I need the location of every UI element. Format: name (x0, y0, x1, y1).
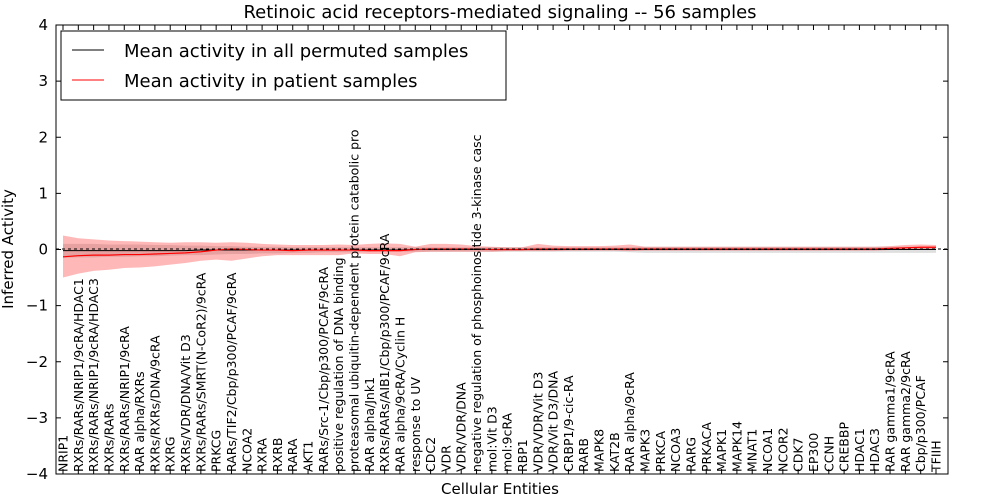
x-tick-label: MAPK3 (638, 429, 653, 472)
x-tick-label: response to UV (408, 377, 423, 472)
x-tick-label: RXRs/RXRs/DNA/9cRA (147, 335, 162, 472)
x-tick-label: RAR alpha/RXRs (132, 371, 147, 472)
x-tick-label: RARG (683, 437, 698, 472)
x-tick-label: CDK7 (791, 437, 806, 472)
x-tick-label: NRIP1 (56, 435, 71, 472)
x-tick-label: CDC2 (423, 437, 438, 472)
x-tick-label: negative regulation of phosphoinositide … (469, 134, 484, 472)
y-axis-label: Inferred Activity (0, 189, 17, 309)
x-tick-label: CCNH (821, 436, 836, 472)
x-tick-label: RAR alpha/Jnk1 (362, 377, 377, 472)
band-permuted (63, 243, 936, 258)
x-tick-label: RXRs/VDR/DNA/Vit D3 (178, 334, 193, 472)
x-tick-label: HDAC3 (867, 428, 882, 472)
x-tick-label: RXRB (270, 437, 285, 472)
chart-title: Retinoic acid receptors-mediated signali… (243, 2, 756, 23)
x-tick-label: NCOR2 (775, 427, 790, 472)
x-tick-label: MAPK8 (592, 429, 607, 472)
x-tick-label: mol:9cRA (500, 412, 515, 472)
x-tick-label: RARA (285, 438, 300, 472)
legend: Mean activity in all permuted samples Me… (60, 30, 507, 101)
legend-box (60, 30, 507, 101)
x-tick-label: KAT2B (607, 432, 622, 472)
x-tick-label: CREBBP (837, 422, 852, 472)
x-tick-label: RAR alpha/9cRA (622, 372, 637, 472)
x-tick-label: RXRs/RARs/AIB1/Cbp/p300/PCAF/9cRA (377, 233, 392, 472)
x-tick-label: RXRs/RARs/SMRT(N-CoR2)/9cRA (193, 272, 208, 472)
x-tick-label: CRBP1/9-cic-RA (561, 375, 576, 472)
x-tick-label: Cbp/p300/PCAF (913, 375, 928, 472)
x-tick-label: EP300 (806, 433, 821, 472)
x-tick-label: proteasomal ubiquitin-dependent protein … (347, 129, 362, 472)
x-tick-label: RAR gamma2/9cRA (898, 351, 913, 472)
legend-label-patient: Mean activity in patient samples (124, 71, 418, 92)
y-tick-label: 2 (38, 128, 48, 146)
x-axis-ticks: NRIP1 RXRs/RARs/NRIP1/9cRA/HDAC1 RXRs/RARs… (56, 25, 944, 474)
y-axis-ticks: 4 3 2 1 0 −1 −2 −3 −4 (26, 16, 948, 483)
x-tick-label: PRKCA (653, 431, 668, 472)
x-tick-label: RARs/TIF2/Cbp/p300/PCAF/9cRA (224, 272, 239, 472)
x-tick-label: MAPK14 (729, 421, 744, 472)
x-tick-label: NCOA3 (668, 428, 683, 472)
x-tick-label: RAR alpha/9cRA/Cyclin H (392, 317, 407, 472)
x-tick-label: VDR/VDR/Vit D3 (530, 372, 545, 472)
x-tick-label: AKT1 (301, 441, 316, 472)
y-tick-label: −2 (26, 353, 48, 371)
y-tick-label: 3 (38, 72, 48, 90)
y-tick-label: −1 (26, 297, 48, 315)
x-axis-label: Cellular Entities (441, 480, 559, 498)
x-tick-label: MNAT1 (745, 429, 760, 472)
x-tick-label: VDR/Vit D3/DNA (546, 371, 561, 472)
x-tick-label: RXRs/RARs/NRIP1/9cRA/HDAC1 (71, 278, 86, 472)
y-tick-label: 0 (38, 241, 48, 259)
x-tick-label: RXRs/RARs/NRIP1/9cRA/HDAC3 (86, 278, 101, 472)
x-tick-label: VDR (438, 445, 453, 472)
x-tick-label: TFIIH (929, 440, 944, 473)
x-tick-label: MAPK1 (714, 429, 729, 472)
x-tick-label: RXRA (255, 438, 270, 472)
y-tick-label: 4 (38, 16, 48, 34)
x-tick-label: PRKACA (699, 422, 714, 472)
y-tick-label: 1 (38, 184, 48, 202)
legend-label-permuted: Mean activity in all permuted samples (124, 41, 468, 62)
x-tick-label: RXRG (163, 436, 178, 472)
band-layer (63, 235, 936, 278)
x-tick-label: RXRs/RARs (101, 403, 116, 472)
x-tick-label: PRKCG (209, 430, 224, 472)
band-patient (63, 235, 936, 278)
x-tick-label: RARs/Src-1/Cbp/p300/PCAF/9cRA (316, 266, 331, 472)
x-tick-label: NCOA2 (239, 428, 254, 472)
x-tick-label: positive regulation of DNA binding (331, 257, 346, 472)
x-tick-label: RXRs/RARs/NRIP1/9cRA (117, 326, 132, 472)
y-tick-label: −3 (26, 409, 48, 427)
x-tick-label: HDAC1 (852, 428, 867, 472)
x-tick-label: RBP1 (515, 439, 530, 472)
x-tick-label: RARB (576, 438, 591, 472)
x-tick-label: NCOA1 (760, 428, 775, 472)
y-tick-label: −4 (26, 465, 48, 483)
x-tick-label: RAR gamma1/9cRA (883, 351, 898, 472)
x-tick-label: mol:Vit D3 (484, 406, 499, 472)
x-tick-label: VDR/VDR/DNA (454, 382, 469, 472)
